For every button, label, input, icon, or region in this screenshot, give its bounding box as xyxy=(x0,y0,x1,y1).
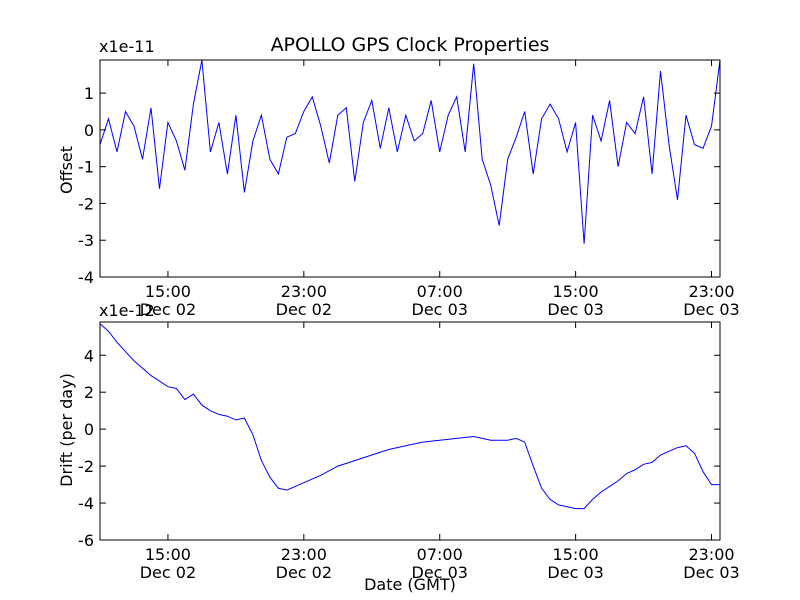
x-tick-time-label: 07:00 xyxy=(417,282,463,301)
offset-y-axis-label: Offset xyxy=(57,146,76,194)
x-tick-date-label: Dec 03 xyxy=(547,300,603,319)
drift-y-multiplier: x1e-12 xyxy=(99,301,155,320)
x-tick-time-label: 23:00 xyxy=(281,545,327,564)
x-tick-date-label: Dec 02 xyxy=(140,563,196,582)
x-tick-date-label: Dec 02 xyxy=(276,300,332,319)
x-tick-time-label: 23:00 xyxy=(281,282,327,301)
x-tick-time-label: 23:00 xyxy=(688,545,734,564)
y-tick-label: -1 xyxy=(78,158,94,177)
offset-y-multiplier: x1e-11 xyxy=(99,37,155,56)
drift-y-axis-label: Drift (per day) xyxy=(57,373,76,487)
y-tick-label: 2 xyxy=(84,383,94,402)
y-tick-label: -4 xyxy=(78,268,94,287)
x-tick-date-label: Dec 03 xyxy=(547,563,603,582)
x-tick-date-label: Dec 03 xyxy=(683,563,739,582)
drift-axes-frame xyxy=(99,321,721,541)
y-tick-label: -2 xyxy=(78,457,94,476)
y-tick-label: 0 xyxy=(84,420,94,439)
y-tick-label: 4 xyxy=(84,346,94,365)
x-tick-time-label: 15:00 xyxy=(553,545,599,564)
y-tick-label: -3 xyxy=(78,231,94,250)
drift-series-lines xyxy=(99,323,720,510)
drift-x-axis-label: Date (GMT) xyxy=(364,575,456,594)
y-tick-label: -6 xyxy=(78,531,94,550)
x-tick-date-label: Dec 02 xyxy=(140,300,196,319)
x-tick-time-label: 23:00 xyxy=(688,282,734,301)
x-tick-time-label: 15:00 xyxy=(553,282,599,301)
x-tick-date-label: Dec 03 xyxy=(412,563,468,582)
x-tick-date-label: Dec 02 xyxy=(276,563,332,582)
offset-axes-frame xyxy=(99,59,721,278)
x-tick-time-label: 07:00 xyxy=(417,545,463,564)
figure-title: APOLLO GPS Clock Properties xyxy=(271,34,550,56)
offset-y-ticks: -4 -3 -2 -1 0 1 xyxy=(78,84,720,287)
x-tick-date-label: Dec 03 xyxy=(412,300,468,319)
y-tick-label: -2 xyxy=(78,194,94,213)
x-tick-date-label: Dec 03 xyxy=(683,300,739,319)
y-tick-label: 0 xyxy=(84,121,94,140)
offset-series-lines xyxy=(99,59,721,244)
y-tick-label: -4 xyxy=(78,494,94,513)
offset-series-line xyxy=(99,59,721,244)
drift-y-ticks: -6 -4 -2 0 2 4 xyxy=(78,346,720,550)
x-tick-time-label: 15:00 xyxy=(145,282,191,301)
y-tick-label: 1 xyxy=(84,84,94,103)
drift-series-line xyxy=(99,323,720,510)
x-tick-time-label: 15:00 xyxy=(145,545,191,564)
